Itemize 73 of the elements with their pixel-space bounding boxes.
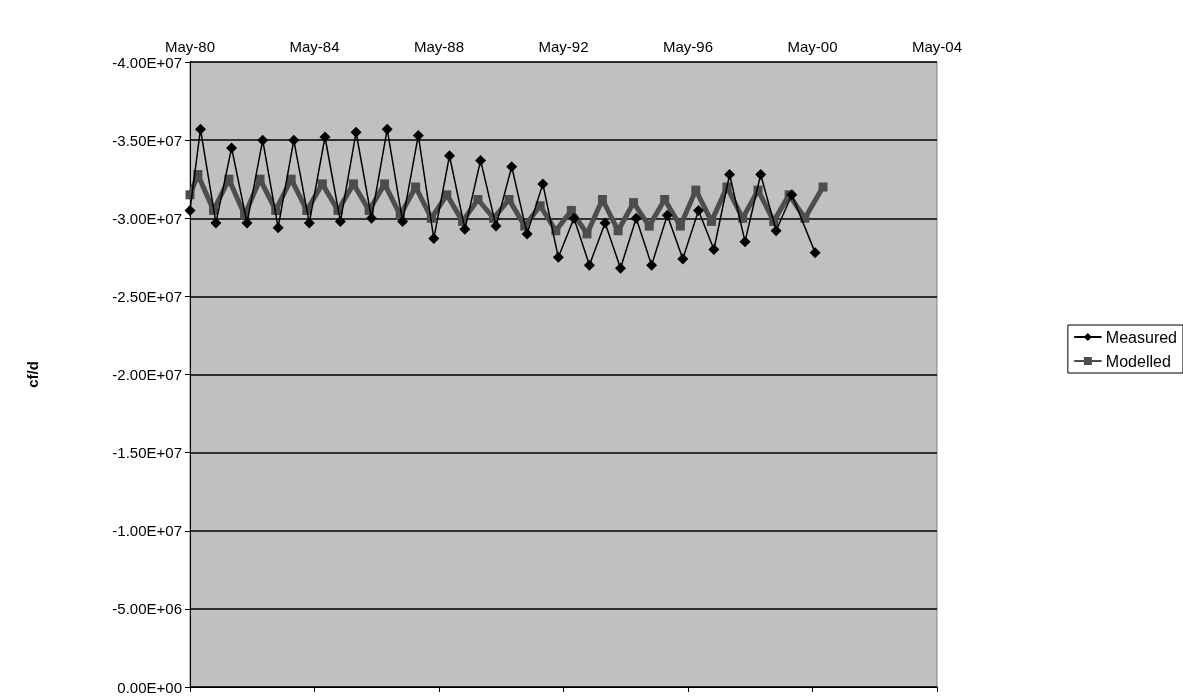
point [809,247,821,259]
point [255,174,265,184]
point [490,220,502,232]
point [597,195,607,204]
point [428,233,440,245]
point [724,169,736,180]
point [257,134,269,146]
y-tick-label: -3.50E+07 [112,131,182,149]
point [380,179,390,189]
point [660,195,670,204]
point [630,212,642,224]
point [443,150,455,162]
y-tick-label: -1.50E+07 [112,444,182,462]
y-tick-label: 0.00E+00 [117,678,182,696]
point [506,161,518,173]
x-tick-label: May-04 [911,38,963,55]
point [286,174,296,184]
point [303,217,315,229]
point [412,129,424,141]
point [334,215,346,227]
point [582,229,592,239]
point [739,236,751,248]
y-tick-label: -5.00E+06 [112,600,182,618]
x-tick-label: May-96 [662,38,714,55]
y-axis-title: cf/d [24,361,41,388]
point [475,154,487,166]
point [184,204,196,216]
point [226,142,238,154]
x-tick-label: May-84 [289,38,340,55]
point [272,222,284,234]
point [366,212,378,224]
point [708,244,720,255]
point [818,182,828,192]
y-tick-label: -2.50E+07 [112,287,182,305]
point [599,217,611,229]
y-tick-label: -2.00E+07 [112,366,182,383]
point [537,178,549,190]
x-tick-label: May-80 [164,38,216,55]
point [692,204,704,216]
point [241,217,253,229]
point [786,189,798,201]
point [319,131,331,143]
point [583,259,595,271]
point [613,226,623,236]
point [691,185,701,195]
point [381,123,393,135]
point [552,251,564,263]
y-tick-label: -3.00E+07 [112,209,182,227]
point [411,182,421,192]
point [755,169,767,180]
point [521,228,533,240]
point [350,126,362,138]
point [770,225,782,237]
legend-label: Modelled [1105,352,1171,370]
point [504,195,514,204]
point [615,262,627,274]
point [675,221,685,231]
point [288,134,300,146]
point [568,212,580,224]
point [459,223,471,235]
point [397,215,409,227]
point [677,253,689,265]
legend-label: Measured [1105,328,1178,346]
point [646,259,658,271]
point [210,217,222,229]
x-tick-label: May-00 [787,38,838,55]
x-tick-label: May-92 [538,38,589,55]
x-tick-label: May-88 [413,38,465,55]
point [535,201,545,211]
y-tick-label: -4.00E+07 [112,53,182,71]
point [194,123,206,135]
y-tick-label: -1.00E+07 [112,522,182,540]
point [661,209,673,221]
